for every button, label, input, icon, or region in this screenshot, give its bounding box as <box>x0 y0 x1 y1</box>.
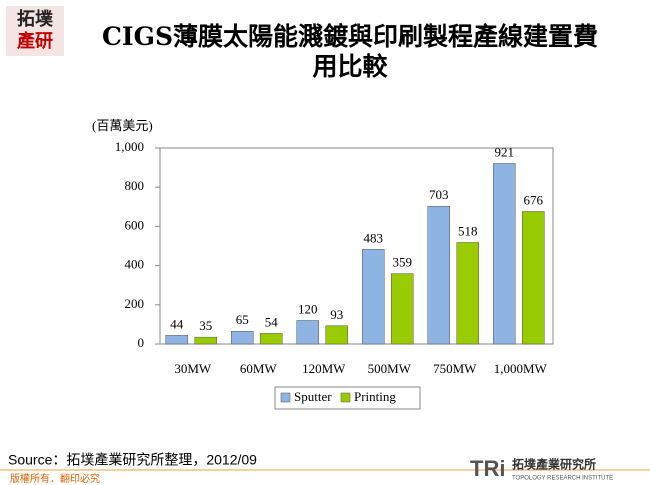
bar <box>296 320 319 345</box>
y-tick-label: 400 <box>125 257 145 272</box>
x-tick-label: 60MW <box>240 361 278 376</box>
value-label: 518 <box>458 223 478 238</box>
value-label: 359 <box>393 255 413 270</box>
value-label: 703 <box>429 187 449 202</box>
y-tick-label: 800 <box>125 178 145 193</box>
copyright: 版權所有．翻印必究 <box>10 472 100 485</box>
footer-logo-mark: TRi <box>470 456 505 481</box>
bar <box>427 205 450 345</box>
y-tick-label: 1,000 <box>115 139 144 154</box>
bar <box>391 273 414 345</box>
legend-swatch <box>280 392 291 403</box>
value-label: 93 <box>330 307 343 322</box>
bar <box>165 335 188 345</box>
logo-box <box>6 6 64 56</box>
value-label: 65 <box>236 312 249 327</box>
x-tick-label: 750MW <box>433 361 477 376</box>
x-tick-label: 500MW <box>368 361 412 376</box>
value-label: 483 <box>364 230 384 245</box>
x-tick-label: 120MW <box>302 361 346 376</box>
y-tick-label: 600 <box>125 217 145 232</box>
x-tick-label: 30MW <box>174 361 212 376</box>
x-tick-label: 1,000MW <box>494 361 548 376</box>
chart-title: CIGS薄膜太陽能濺鍍與印刷製程產線建置費用比較 <box>102 22 598 81</box>
y-tick-label: 200 <box>125 296 145 311</box>
value-label: 44 <box>170 316 184 331</box>
bar <box>194 336 217 345</box>
logo-text: 產研 <box>17 30 53 52</box>
source: Source：拓墣產業研究所整理，2012/09 <box>8 452 257 468</box>
footer-logo-subtitle: TOPOLOGY RESEARCH INSTITUTE <box>512 476 613 482</box>
legend-label: Sputter <box>294 389 332 404</box>
plot-frame <box>159 147 554 345</box>
logo-text: 拓墣 <box>17 8 53 30</box>
legend-swatch <box>340 392 351 403</box>
value-label: 676 <box>524 192 544 207</box>
footer-logo-name: 拓墣產業研究所 <box>512 457 596 472</box>
value-label: 35 <box>199 318 212 333</box>
bar <box>456 242 479 345</box>
value-label: 921 <box>495 144 515 159</box>
bar <box>260 333 283 345</box>
value-label: 120 <box>298 301 318 316</box>
bar <box>493 163 516 345</box>
value-label: 54 <box>265 314 279 329</box>
legend-label: Printing <box>354 389 396 404</box>
bar <box>325 325 348 345</box>
bar <box>522 211 545 345</box>
bar <box>362 249 385 345</box>
y-axis-label: (百萬美元) <box>92 118 153 133</box>
y-tick-label: 0 <box>138 335 145 350</box>
bar <box>231 331 254 345</box>
